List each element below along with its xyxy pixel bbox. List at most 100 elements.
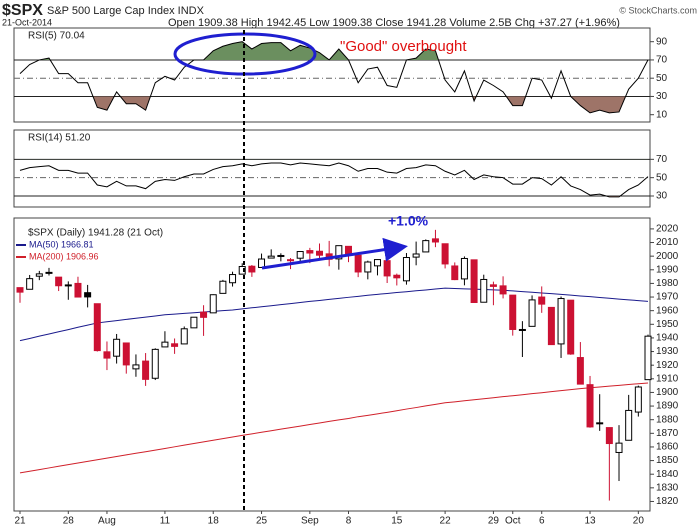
candle-body xyxy=(84,292,92,298)
overbought-note: "Good" overbought xyxy=(340,38,467,55)
candle-body xyxy=(518,328,526,331)
y-tick-label: 1900 xyxy=(656,387,679,398)
panel-frame xyxy=(13,217,651,512)
legend-entry: MA(200) 1906.96 xyxy=(29,251,99,261)
candle-body xyxy=(64,284,72,287)
x-tick-label: 15 xyxy=(391,516,403,527)
panel-frame xyxy=(13,129,651,208)
y-tick-label: 2010 xyxy=(656,237,679,248)
candle-body xyxy=(238,266,246,275)
candle-body xyxy=(180,328,188,345)
copyright: © StockCharts.com xyxy=(619,5,697,15)
rsi-line xyxy=(19,41,649,114)
candle-body xyxy=(625,409,633,441)
candle-body xyxy=(132,364,140,370)
candle-body xyxy=(373,259,381,267)
overbought-fill xyxy=(20,41,648,60)
candle-body xyxy=(103,351,111,359)
candle-body xyxy=(35,273,43,277)
candle-body xyxy=(567,299,575,355)
x-tick-label: 29 xyxy=(488,516,500,527)
candle-body xyxy=(151,348,159,379)
y-tick-label: 1860 xyxy=(656,442,679,453)
candle-body xyxy=(576,357,584,385)
candle-body xyxy=(200,311,208,318)
candle-body xyxy=(605,427,613,445)
y-tick-label: 1890 xyxy=(656,401,679,412)
y-tick-label: 50 xyxy=(656,172,668,183)
candle-body xyxy=(142,360,150,380)
rsi-line xyxy=(19,162,649,198)
symbol: $SPX xyxy=(2,2,43,19)
y-tick-label: 1960 xyxy=(656,305,679,316)
y-tick-label: 1940 xyxy=(656,333,679,344)
candle-body xyxy=(161,341,169,348)
y-tick-label: 1820 xyxy=(656,496,679,507)
security-name: S&P 500 Large Cap Index INDX xyxy=(47,5,205,17)
candle-body xyxy=(248,265,256,273)
y-tick-label: 1880 xyxy=(656,414,679,425)
panel-label: RSI(14) 51.20 xyxy=(28,133,91,144)
candle-body xyxy=(393,274,401,279)
candle-body xyxy=(258,258,266,268)
candle-body xyxy=(26,278,34,290)
y-tick-label: 2000 xyxy=(656,251,679,262)
y-tick-label: 30 xyxy=(656,191,668,202)
candle-body xyxy=(644,335,652,381)
x-tick-label: Aug xyxy=(98,516,116,527)
candle-body xyxy=(354,254,362,273)
candle-body xyxy=(74,282,82,298)
candle-body xyxy=(55,276,63,287)
y-tick-label: 2020 xyxy=(656,224,679,235)
candle-body xyxy=(190,316,198,329)
candle-body xyxy=(209,294,217,314)
candle-body xyxy=(412,253,420,258)
y-tick-label: 1870 xyxy=(656,428,679,439)
moving-average xyxy=(19,287,649,342)
candle-body xyxy=(306,250,314,254)
x-tick-label: 13 xyxy=(584,516,596,527)
panel-label: RSI(5) 70.04 xyxy=(28,31,85,42)
candle-body xyxy=(451,265,459,281)
x-tick-label: 18 xyxy=(208,516,220,527)
y-tick-label: 1990 xyxy=(656,264,679,275)
candle-body xyxy=(113,338,121,357)
x-tick-label: 6 xyxy=(539,516,545,527)
x-tick-label: Oct xyxy=(505,516,521,527)
candle-body xyxy=(277,254,285,257)
y-tick-label: 30 xyxy=(656,91,668,102)
candle-body xyxy=(547,306,555,346)
candle-body xyxy=(596,422,604,425)
candle-body xyxy=(45,271,53,274)
y-tick-label: 70 xyxy=(656,55,668,66)
candle-body xyxy=(470,259,478,303)
y-tick-label: 1920 xyxy=(656,360,679,371)
candle-body xyxy=(316,250,324,256)
x-tick-label: 11 xyxy=(160,516,171,527)
candle-body xyxy=(267,255,275,259)
candle-body xyxy=(586,384,594,428)
y-tick-label: 1840 xyxy=(656,469,679,480)
candle-body xyxy=(634,386,642,413)
chart-date: 21-Oct-2014 xyxy=(2,17,52,27)
legend-entry: MA(50) 1966.81 xyxy=(29,239,94,249)
candle-body xyxy=(229,274,237,284)
moving-average xyxy=(19,382,649,474)
y-tick-label: 1930 xyxy=(656,346,679,357)
x-tick-label: Sep xyxy=(301,516,319,527)
candle-body xyxy=(219,280,227,294)
candle-body xyxy=(335,245,343,260)
quote: Open 1909.38 High 1942.45 Low 1909.38 Cl… xyxy=(168,17,620,29)
candle-body xyxy=(557,298,565,345)
x-tick-label: 22 xyxy=(440,516,452,527)
candle-body xyxy=(431,238,439,243)
y-tick-label: 1970 xyxy=(656,292,679,303)
candle-body xyxy=(16,287,24,293)
candle-body xyxy=(402,257,410,282)
candle-body xyxy=(480,278,488,303)
candle-body xyxy=(171,343,179,347)
gain-note: +1.0% xyxy=(388,213,429,229)
y-tick-label: 1980 xyxy=(656,278,679,289)
candle-body xyxy=(422,240,430,253)
